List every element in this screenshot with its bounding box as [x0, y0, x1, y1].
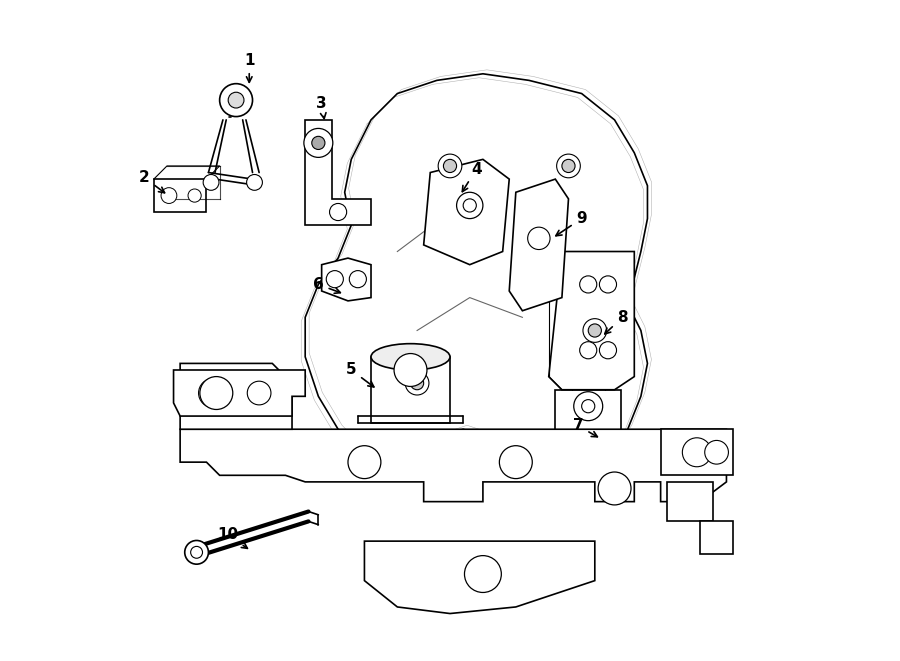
Polygon shape: [661, 429, 733, 475]
Circle shape: [405, 371, 429, 395]
Text: 1: 1: [244, 53, 255, 83]
Circle shape: [444, 159, 456, 173]
Circle shape: [589, 324, 601, 337]
Polygon shape: [305, 74, 647, 469]
Circle shape: [229, 93, 244, 108]
Text: 7: 7: [573, 418, 598, 437]
Polygon shape: [174, 370, 305, 416]
Circle shape: [248, 381, 271, 405]
Circle shape: [599, 276, 616, 293]
Polygon shape: [305, 120, 371, 225]
Polygon shape: [154, 179, 206, 212]
Circle shape: [247, 175, 263, 190]
Text: 9: 9: [556, 211, 587, 236]
Circle shape: [410, 377, 424, 390]
Polygon shape: [555, 390, 621, 442]
Circle shape: [573, 392, 603, 420]
Polygon shape: [700, 522, 733, 555]
Circle shape: [311, 136, 325, 149]
Circle shape: [583, 319, 607, 342]
Text: 6: 6: [313, 277, 340, 293]
Circle shape: [349, 270, 366, 288]
Text: 5: 5: [346, 362, 374, 387]
Circle shape: [580, 276, 597, 293]
Polygon shape: [509, 179, 569, 311]
Polygon shape: [180, 429, 726, 502]
Polygon shape: [364, 541, 595, 613]
Text: 8: 8: [605, 310, 628, 334]
Ellipse shape: [371, 344, 450, 370]
Circle shape: [527, 227, 550, 250]
Polygon shape: [371, 357, 450, 422]
Circle shape: [556, 154, 581, 178]
Text: 10: 10: [217, 527, 248, 549]
Circle shape: [327, 270, 344, 288]
Polygon shape: [667, 482, 714, 522]
Circle shape: [580, 342, 597, 359]
Text: 3: 3: [316, 96, 327, 118]
Circle shape: [438, 154, 462, 178]
Circle shape: [188, 189, 202, 202]
Circle shape: [161, 188, 176, 204]
Circle shape: [304, 128, 333, 157]
Polygon shape: [180, 364, 292, 429]
Polygon shape: [549, 252, 634, 390]
Circle shape: [682, 438, 711, 467]
Circle shape: [464, 556, 501, 592]
Circle shape: [203, 175, 219, 190]
Circle shape: [199, 379, 228, 408]
Polygon shape: [321, 258, 371, 301]
Circle shape: [220, 84, 253, 116]
Text: 4: 4: [463, 162, 482, 192]
Circle shape: [184, 541, 209, 564]
Polygon shape: [424, 159, 509, 264]
Circle shape: [500, 446, 532, 479]
Circle shape: [598, 472, 631, 505]
Circle shape: [456, 192, 483, 219]
Circle shape: [394, 354, 427, 387]
Circle shape: [200, 377, 233, 409]
Circle shape: [705, 440, 728, 464]
Circle shape: [348, 446, 381, 479]
Circle shape: [599, 342, 616, 359]
Circle shape: [329, 204, 346, 221]
Text: 2: 2: [140, 171, 165, 193]
Circle shape: [562, 159, 575, 173]
